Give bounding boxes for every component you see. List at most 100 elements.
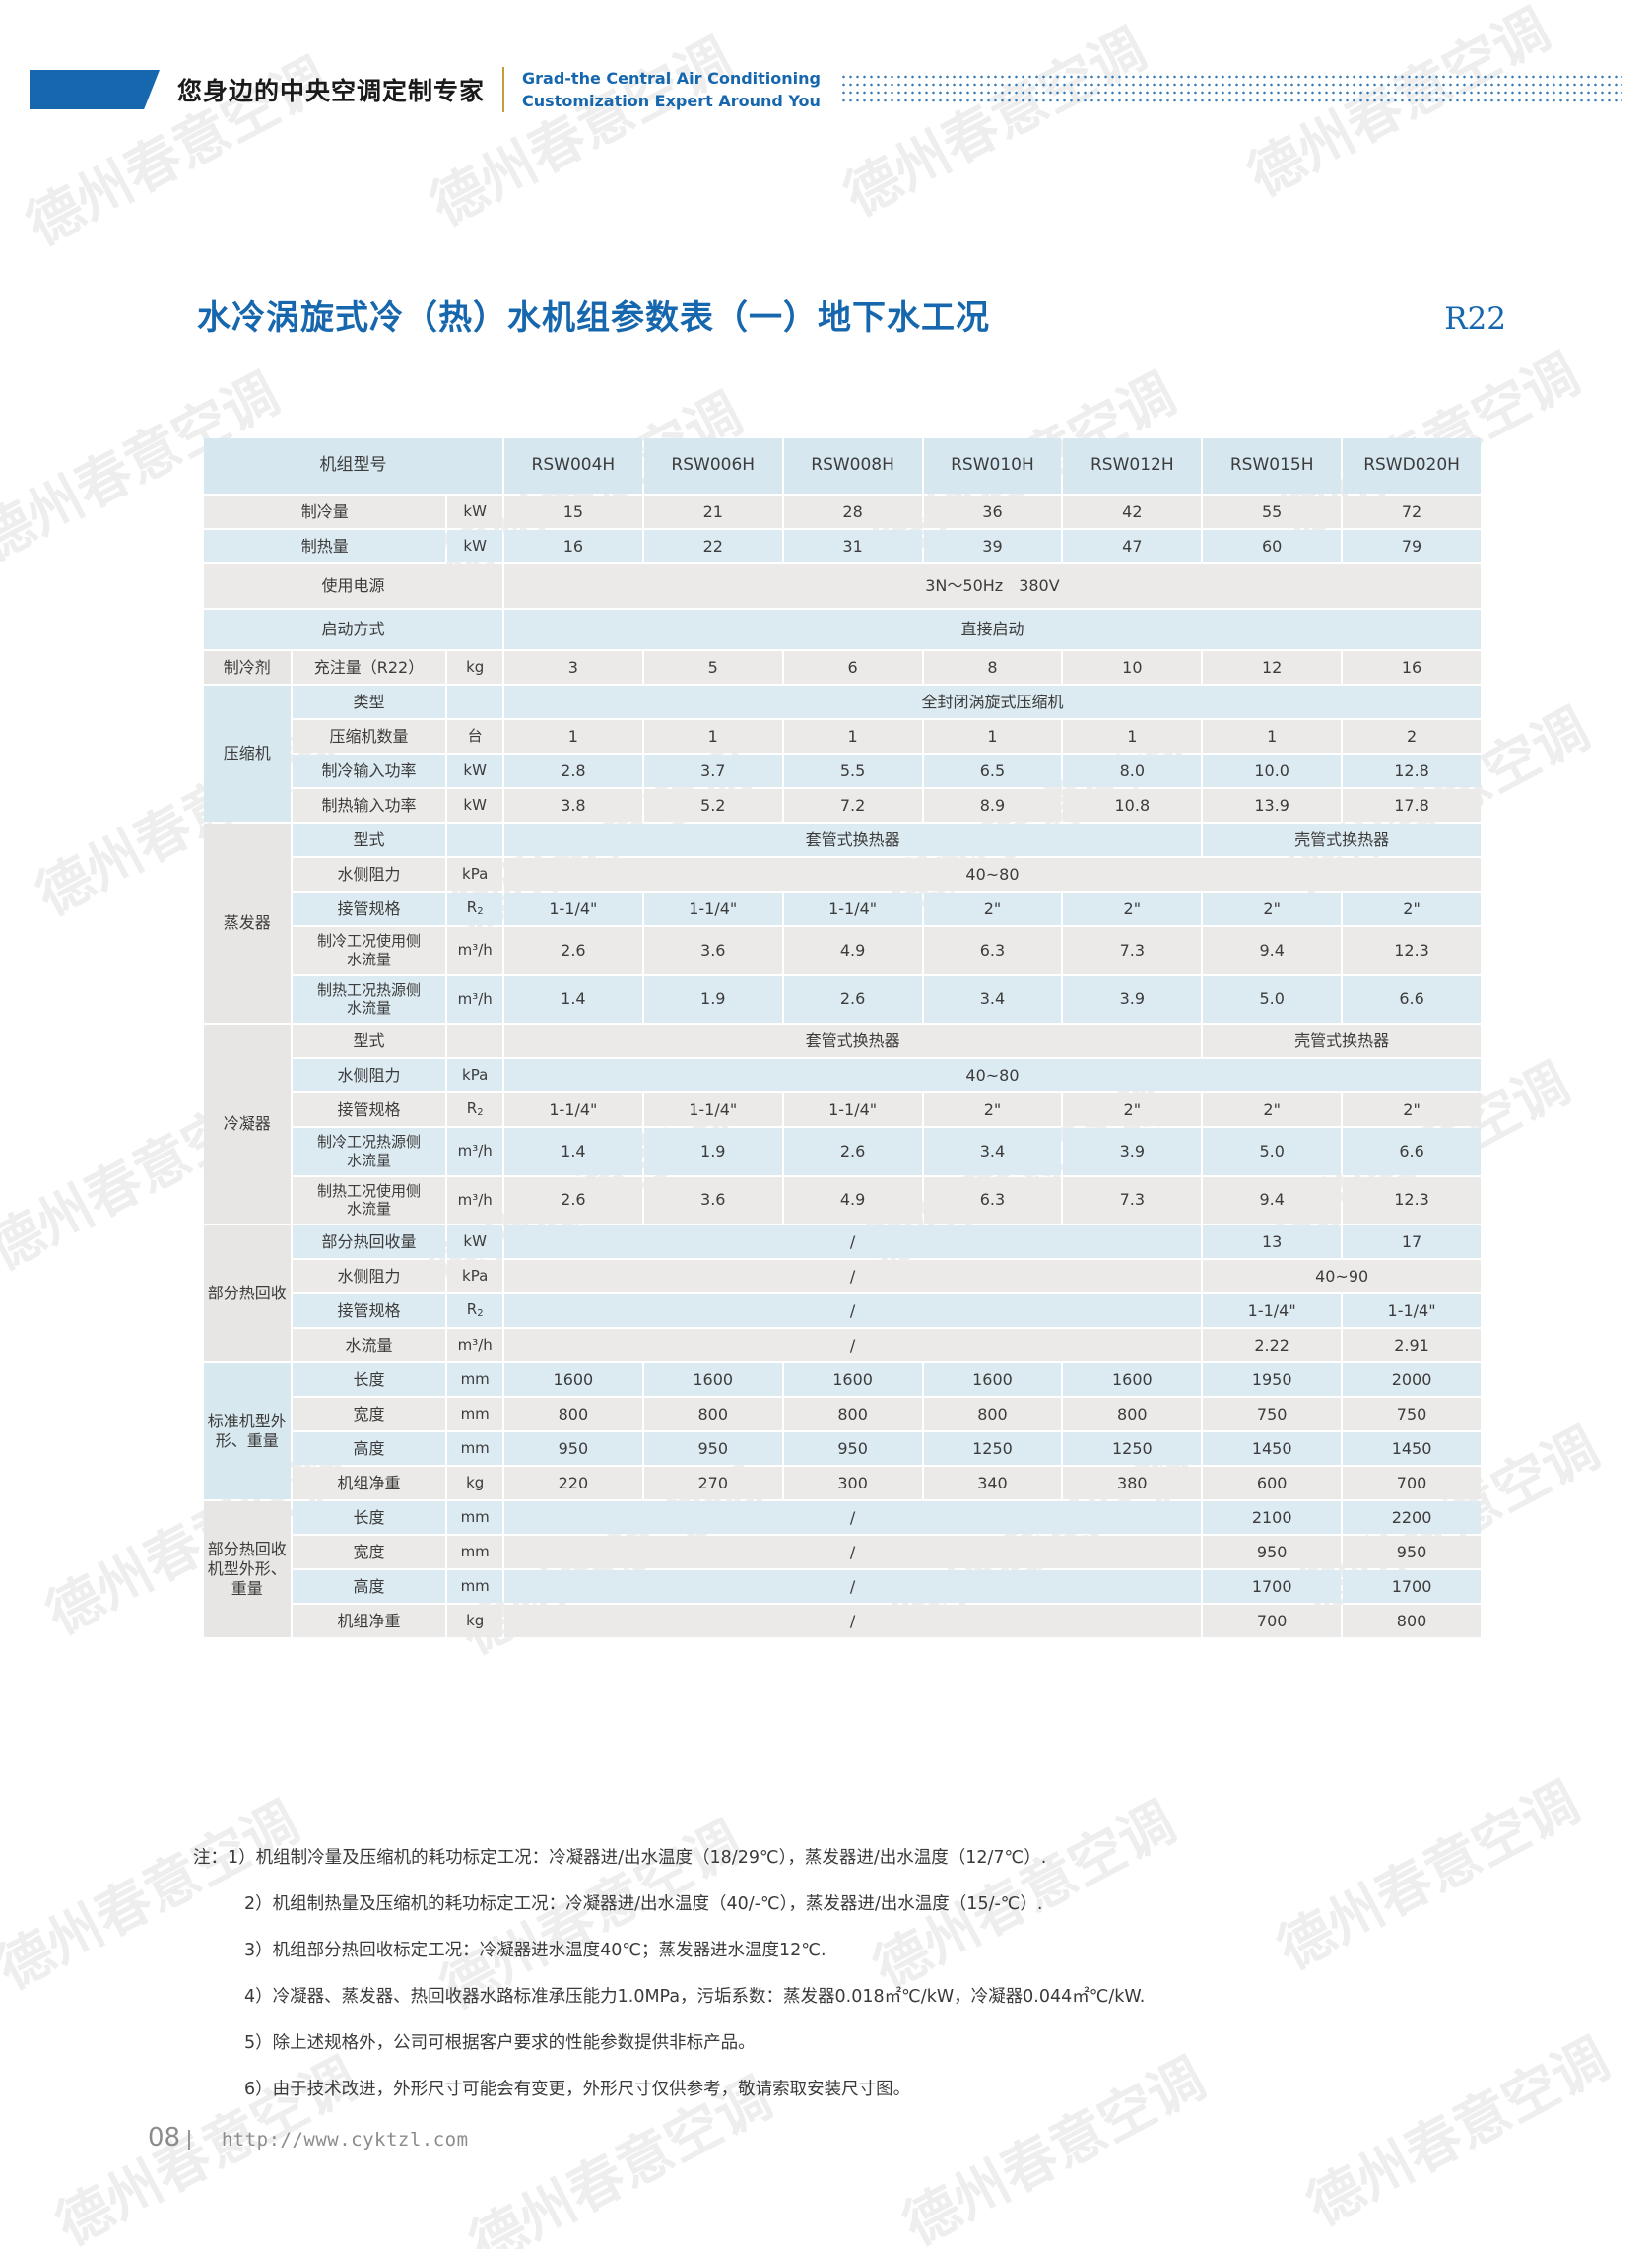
data-cell: 28: [783, 496, 922, 528]
group-label-line2: 形、重量: [215, 1431, 279, 1450]
table-row-evaporator-pipe-spec: 接管规格 R2 1-1/4" 1-1/4" 1-1/4" 2" 2" 2" 2": [204, 893, 1481, 925]
data-cell: 800: [783, 1398, 922, 1430]
table-row-condenser-cooling-flow: 制冷工况热源侧 水流量 m³/h 1.4 1.9 2.6 3.4 3.9 5.0…: [204, 1128, 1481, 1175]
data-cell: 1600: [783, 1363, 922, 1396]
page-footer: 08 | http://www.cyktzl.com: [148, 2123, 469, 2152]
group-label-line1: 部分热回收: [207, 1540, 287, 1558]
data-cell: 2.8: [503, 755, 642, 787]
row-unit: [447, 686, 502, 718]
row-unit: kPa: [447, 858, 502, 891]
table-row-recovery-height: 高度 mm / 1700 1700: [204, 1570, 1481, 1603]
model-column-header: RSW006H: [643, 438, 782, 494]
row-unit: m³/h: [447, 927, 502, 974]
note-item: 2）机组制热量及压缩机的耗功标定工况：冷凝器进/出水温度（40/-℃），蒸发器进…: [193, 1890, 1534, 1915]
row-label: 充注量（R22）: [292, 651, 446, 684]
unit-symbol: R: [466, 1300, 478, 1319]
row-unit: [447, 824, 502, 856]
data-cell: 60: [1203, 530, 1342, 562]
row-label: 水侧阻力: [292, 1260, 446, 1292]
data-cell: 10.0: [1203, 755, 1342, 787]
table-row-compressor-count: 压缩机数量 台 1 1 1 1 1 1 2: [204, 720, 1481, 753]
unit-symbol: R: [466, 898, 478, 917]
row-unit: kW: [447, 1225, 502, 1258]
note-text: 1）机组制冷量及压缩机的耗功标定工况：冷凝器进/出水温度（18/29℃），蒸发器…: [228, 1848, 1047, 1868]
data-cell: 17.8: [1343, 789, 1481, 822]
note-indent-spacer: [193, 1983, 244, 2008]
row-unit: kW: [447, 755, 502, 787]
data-cell: 3.9: [1063, 1128, 1202, 1175]
note-indent-spacer: [193, 1937, 244, 1961]
row-label: 使用电源: [204, 564, 502, 608]
data-cell: 800: [643, 1398, 782, 1430]
watermark: 德州春意空调: [420, 27, 743, 239]
data-cell: 1: [503, 720, 642, 753]
row-label-line1: 制热工况使用侧: [316, 1181, 421, 1200]
table-row-condenser-form: 冷凝器 型式 套管式换热器 壳管式换热器: [204, 1025, 1481, 1224]
data-cell: 72: [1343, 496, 1481, 528]
row-label: 制冷量: [204, 496, 446, 528]
data-cell: 700: [1203, 1605, 1342, 1637]
row-unit: mm: [447, 1363, 502, 1396]
header-slogan-cn: 您身边的中央空调定制专家: [177, 77, 486, 105]
data-cell: 1700: [1203, 1570, 1342, 1603]
row-label: 型式: [292, 824, 446, 856]
data-cell: 1-1/4": [503, 1093, 642, 1126]
row-unit: mm: [447, 1570, 502, 1603]
table-row-recovery-width: 宽度 mm / 950 950: [204, 1536, 1481, 1568]
data-cell: 2.22: [1203, 1329, 1342, 1361]
data-cell: 1250: [1063, 1432, 1202, 1465]
unit-subscript: 2: [477, 1308, 484, 1320]
group-label-line1: 标准机型外: [207, 1412, 287, 1430]
data-cell: 1.9: [643, 1128, 782, 1175]
data-cell: 1: [1203, 720, 1342, 753]
data-cell: 3.9: [1063, 975, 1202, 1023]
row-label-line1: 制冷工况使用侧: [316, 932, 421, 950]
note-text: 3）机组部分热回收标定工况：冷凝器进水温度40℃；蒸发器进水温度12℃.: [244, 1941, 826, 1960]
row-label: 类型: [292, 686, 446, 718]
table-row-evaporator-resistance: 水侧阻力 kPa 40~80: [204, 858, 1481, 891]
footer-website-url[interactable]: http://www.cyktzl.com: [221, 2129, 469, 2150]
unit-subscript: 2: [477, 906, 484, 918]
data-cell: 1600: [1063, 1363, 1202, 1396]
data-cell-merged: /: [503, 1570, 1202, 1603]
row-unit: R2: [447, 1294, 502, 1327]
data-cell: 2100: [1203, 1501, 1342, 1534]
page-header: 您身边的中央空调定制专家 Grad-the Central Air Condit…: [0, 51, 1652, 128]
data-cell-merged: /: [503, 1294, 1202, 1327]
data-cell: 1-1/4": [503, 893, 642, 925]
header-slogan-en: Grad-the Central Air Conditioning Custom…: [522, 67, 821, 112]
data-cell: 1.9: [643, 975, 782, 1023]
row-unit: kg: [447, 1467, 502, 1499]
note-item: 注： 1）机组制冷量及压缩机的耗功标定工况：冷凝器进/出水温度（18/29℃），…: [193, 1844, 1534, 1869]
data-cell: 12.8: [1343, 755, 1481, 787]
data-cell: 1: [783, 720, 922, 753]
row-label: 压缩机数量: [292, 720, 446, 753]
data-cell-merged: 套管式换热器: [503, 1025, 1202, 1057]
note-text: 6）由于技术改进，外形尺寸可能会有变更，外形尺寸仅供参考，敬请索取安装尺寸图。: [244, 2080, 911, 2099]
table-row-evaporator-cooling-flow: 制冷工况使用侧 水流量 m³/h 2.6 3.6 4.9 6.3 7.3 9.4…: [204, 927, 1481, 974]
row-unit: kW: [447, 496, 502, 528]
data-cell: 13.9: [1203, 789, 1342, 822]
row-label-line2: 水流量: [346, 999, 391, 1018]
table-row-heat-recovery-capacity: 部分热回收 部分热回收量 kW / 13 17: [204, 1225, 1481, 1361]
data-cell: 1-1/4": [783, 893, 922, 925]
data-cell-merged: /: [503, 1225, 1202, 1258]
data-cell: 950: [783, 1432, 922, 1465]
data-cell: 7.3: [1063, 927, 1202, 974]
data-cell: 340: [923, 1467, 1062, 1499]
group-label-condenser: 冷凝器: [204, 1025, 291, 1224]
group-label-evaporator: 蒸发器: [204, 824, 291, 1023]
data-cell: 4.9: [783, 1176, 922, 1224]
data-cell: 31: [783, 530, 922, 562]
data-cell: 1600: [643, 1363, 782, 1396]
row-unit: kg: [447, 1605, 502, 1637]
data-cell: 7.3: [1063, 1176, 1202, 1224]
data-cell: 79: [1343, 530, 1481, 562]
data-cell: 950: [643, 1432, 782, 1465]
data-cell: 2.6: [503, 927, 642, 974]
data-cell: 2.6: [783, 1128, 922, 1175]
note-indent-spacer: [193, 2029, 244, 2054]
row-label: 水侧阻力: [292, 1059, 446, 1091]
data-cell: 2": [1063, 893, 1202, 925]
data-cell: 2": [1343, 1093, 1481, 1126]
